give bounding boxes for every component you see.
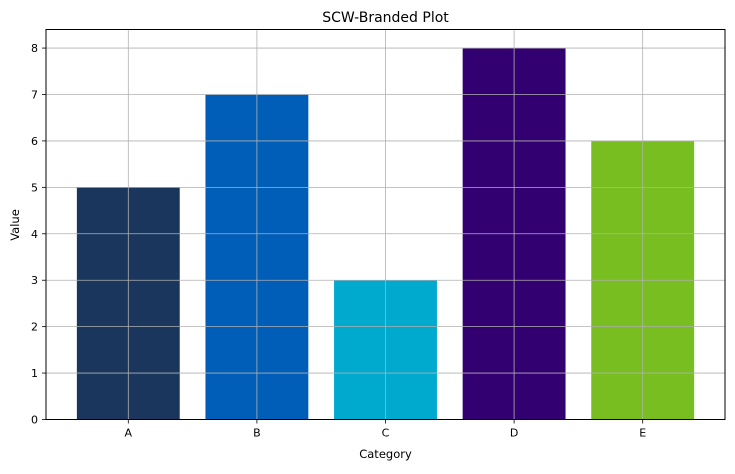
plot-frame [45, 29, 726, 420]
x-tick-label: D [510, 427, 518, 440]
y-tick-label: 4 [31, 228, 38, 241]
y-tick-label: 7 [31, 89, 38, 102]
y-axis-label: Value [8, 209, 22, 241]
x-tick-label: C [382, 427, 390, 440]
y-tick-label: 2 [31, 321, 38, 334]
x-tick-label: A [125, 427, 133, 440]
x-axis-label: Category [359, 447, 412, 461]
y-tick-label: 8 [31, 42, 38, 55]
x-tick-label: B [253, 427, 261, 440]
chart-title: SCW-Branded Plot [322, 10, 449, 26]
y-tick-label: 0 [31, 414, 38, 427]
y-tick-label: 3 [31, 274, 38, 287]
x-tick-label: E [639, 427, 646, 440]
y-tick-label: 5 [31, 181, 38, 194]
y-tick-label: 1 [31, 367, 38, 380]
y-tick-label: 6 [31, 135, 38, 148]
